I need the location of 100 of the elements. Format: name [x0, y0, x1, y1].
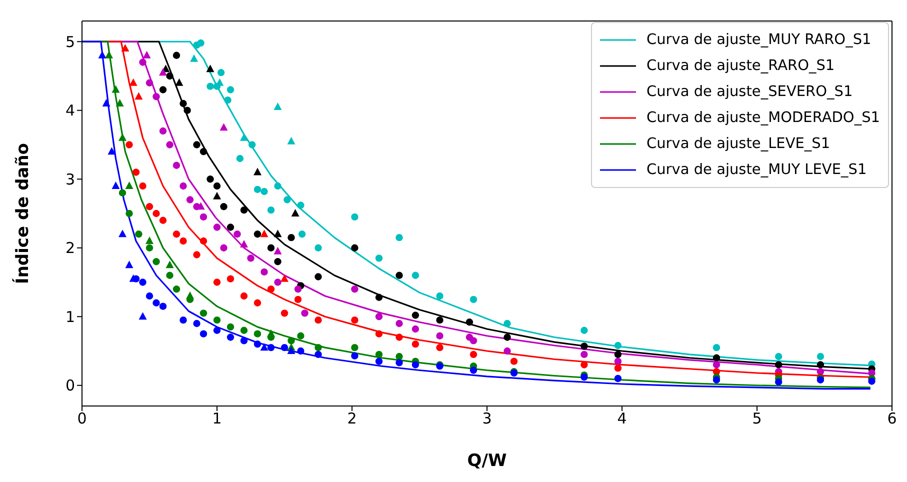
point	[351, 244, 358, 252]
x-tick-label: 5	[752, 410, 762, 428]
point	[314, 344, 322, 352]
point	[217, 68, 225, 76]
point	[105, 50, 113, 58]
point	[291, 209, 300, 216]
point	[152, 210, 160, 218]
point	[146, 292, 154, 300]
point	[159, 127, 167, 135]
point	[200, 237, 208, 245]
point	[118, 230, 126, 238]
point	[98, 50, 106, 58]
point	[267, 286, 275, 293]
point	[142, 50, 151, 58]
legend-label: Curva de ajuste_MUY RARO_S1	[646, 32, 872, 48]
point	[240, 240, 248, 248]
point	[412, 340, 420, 348]
point	[134, 92, 143, 100]
point	[301, 310, 308, 317]
point	[200, 330, 208, 338]
legend-label: Curva de ajuste_RARO_S1	[646, 58, 835, 74]
point	[396, 359, 403, 366]
point	[351, 213, 358, 221]
point	[280, 344, 288, 352]
point	[118, 189, 126, 196]
point	[580, 326, 588, 334]
point	[240, 337, 248, 344]
point	[470, 366, 478, 374]
point	[193, 320, 200, 328]
point	[466, 318, 474, 326]
y-tick-label: 0	[65, 376, 75, 395]
point	[152, 299, 160, 306]
point	[280, 310, 288, 317]
y-axis-title: Índice de daño	[12, 143, 34, 284]
point	[234, 230, 241, 238]
point	[294, 296, 302, 304]
point	[193, 251, 200, 258]
point	[152, 93, 160, 100]
point	[470, 350, 478, 358]
point	[172, 230, 180, 238]
point	[226, 224, 234, 231]
point	[180, 316, 187, 324]
point	[112, 182, 120, 189]
point	[126, 210, 133, 218]
point	[396, 320, 403, 328]
point	[375, 294, 383, 301]
point	[287, 346, 296, 354]
point	[254, 330, 262, 338]
point	[436, 292, 444, 300]
point	[504, 334, 511, 341]
point	[267, 344, 275, 352]
point	[166, 141, 174, 148]
x-tick-label: 2	[347, 410, 357, 428]
point	[614, 350, 622, 358]
point	[213, 316, 221, 324]
point	[166, 260, 174, 268]
point	[375, 350, 383, 358]
point	[351, 316, 358, 324]
point	[396, 334, 403, 341]
point	[224, 96, 232, 104]
point	[274, 230, 282, 238]
point	[112, 85, 120, 93]
legend-label: Curva de ajuste_LEVE_S1	[646, 136, 830, 152]
point	[213, 192, 221, 200]
point	[510, 358, 518, 365]
point	[314, 350, 322, 358]
x-tick-label: 3	[482, 410, 492, 428]
point	[172, 286, 180, 293]
point	[118, 133, 126, 141]
point	[247, 254, 254, 262]
point	[297, 332, 304, 340]
point	[254, 230, 262, 238]
point	[314, 244, 322, 252]
point	[159, 68, 167, 76]
point	[816, 352, 824, 360]
point	[146, 236, 154, 244]
point	[412, 361, 420, 368]
point	[240, 206, 248, 214]
point	[159, 86, 167, 94]
point	[436, 344, 444, 352]
point	[287, 136, 296, 144]
point	[220, 244, 228, 252]
point	[280, 274, 288, 282]
point	[254, 299, 262, 306]
point	[504, 320, 511, 328]
point	[152, 258, 160, 266]
point	[200, 310, 208, 317]
x-tick-label: 4	[617, 410, 627, 428]
point	[412, 272, 420, 279]
point	[146, 203, 154, 210]
point	[297, 202, 304, 209]
point	[206, 82, 214, 90]
point	[314, 316, 322, 324]
y-tick-label: 5	[65, 32, 75, 51]
point	[125, 260, 134, 268]
point	[274, 278, 282, 286]
point	[206, 176, 214, 183]
point	[712, 361, 720, 368]
point	[159, 302, 167, 310]
point	[193, 141, 200, 148]
